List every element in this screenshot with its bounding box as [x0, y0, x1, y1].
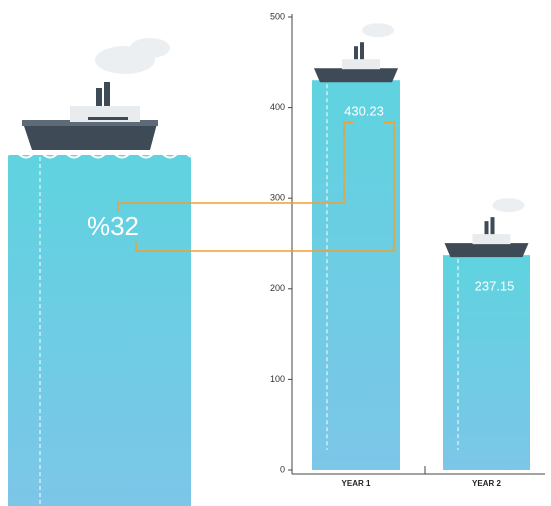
ship-cabin — [472, 234, 511, 245]
ship-stack — [360, 42, 364, 60]
y-tick-label: 200 — [270, 283, 285, 293]
x-tick-label: YEAR 1 — [342, 479, 371, 488]
ship-stack — [354, 46, 358, 60]
smoke — [362, 23, 394, 38]
ship-hull — [444, 243, 529, 258]
left-ship-scene — [7, 38, 200, 506]
connector — [135, 121, 395, 252]
value-label: 430.23 — [344, 104, 384, 119]
smoke — [492, 198, 525, 213]
x-tick-label: YEAR 2 — [472, 479, 501, 488]
ship — [314, 23, 398, 83]
ship — [444, 198, 529, 258]
y-tick-label: 500 — [270, 11, 285, 21]
ship — [22, 38, 170, 150]
ship-cabin — [342, 59, 380, 70]
ship-hull — [314, 68, 398, 83]
bar — [312, 80, 400, 471]
connector — [117, 121, 354, 212]
y-tick-label: 300 — [270, 193, 285, 203]
ship-stack — [490, 217, 495, 235]
ship-stack — [484, 221, 489, 235]
y-tick-label: 400 — [270, 102, 285, 112]
value-label: 237.15 — [475, 279, 515, 294]
y-tick-label: 100 — [270, 374, 285, 384]
y-tick-label: 0 — [280, 464, 285, 474]
water-column — [8, 155, 191, 506]
annotation: %32 — [87, 211, 139, 241]
